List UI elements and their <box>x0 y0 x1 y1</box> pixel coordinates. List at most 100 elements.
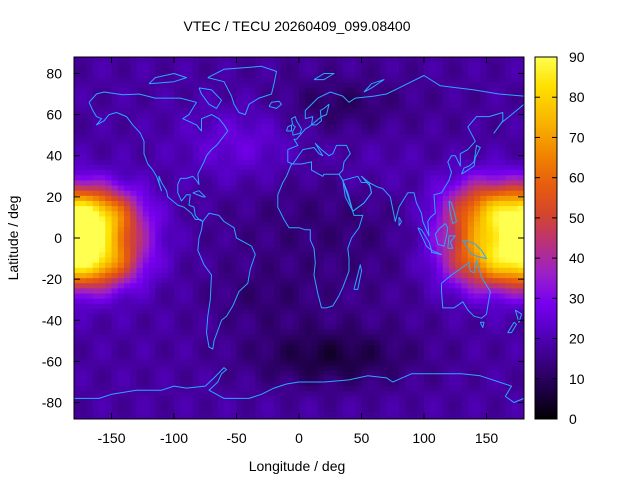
heatmap-cell <box>236 82 244 89</box>
heatmap-cell <box>199 380 206 387</box>
heatmap-cell <box>217 57 225 63</box>
heatmap-cell <box>211 108 219 115</box>
heatmap-cell <box>80 72 88 79</box>
heatmap-cell <box>142 128 150 135</box>
heatmap-cell <box>380 272 388 279</box>
heatmap-cell <box>467 180 475 187</box>
heatmap-cell <box>336 242 344 248</box>
heatmap-cell <box>336 211 344 217</box>
heatmap-cell <box>330 344 338 351</box>
heatmap-cell <box>142 386 150 392</box>
heatmap-cell <box>449 339 456 346</box>
heatmap-cell <box>155 365 163 372</box>
heatmap-cell <box>249 211 256 217</box>
heatmap-cell <box>249 87 256 94</box>
heatmap-cell <box>80 185 88 192</box>
heatmap-cell <box>142 67 150 74</box>
heatmap-cell <box>467 87 475 94</box>
heatmap-cell <box>99 200 106 207</box>
heatmap-cell <box>186 226 194 233</box>
heatmap-cell <box>186 355 194 361</box>
heatmap-cell <box>436 308 444 315</box>
heatmap-cell <box>267 288 275 295</box>
heatmap-cell <box>242 139 250 146</box>
heatmap-cell <box>80 144 88 151</box>
heatmap-cell <box>305 303 313 310</box>
heatmap-cell <box>330 180 338 187</box>
heatmap-cell <box>174 391 181 397</box>
heatmap-cell <box>449 360 456 367</box>
heatmap-cell <box>474 242 481 248</box>
heatmap-cell <box>405 98 413 104</box>
heatmap-cell <box>430 159 438 166</box>
heatmap-cell <box>324 221 331 228</box>
heatmap-cell <box>511 216 519 223</box>
heatmap-cell <box>92 360 100 367</box>
heatmap-cell <box>155 57 163 63</box>
heatmap-cell <box>74 391 81 397</box>
heatmap-cell <box>336 355 344 361</box>
heatmap-cell <box>492 185 500 192</box>
heatmap-cell <box>411 175 419 182</box>
heatmap-cell <box>311 324 319 331</box>
heatmap-cell <box>205 159 213 166</box>
heatmap-cell <box>286 128 294 135</box>
heatmap-cell <box>442 283 450 289</box>
heatmap-cell <box>224 170 231 176</box>
heatmap-cell <box>349 391 356 397</box>
heatmap-cell <box>124 123 131 130</box>
heatmap-cell <box>130 375 138 382</box>
heatmap-cell <box>349 283 356 289</box>
heatmap-cell <box>205 406 213 413</box>
heatmap-cell <box>180 185 188 192</box>
heatmap-cell <box>186 113 194 120</box>
heatmap-cell <box>511 386 519 392</box>
heatmap-cell <box>392 123 400 130</box>
heatmap-cell <box>311 72 319 79</box>
heatmap-cell <box>230 242 238 248</box>
heatmap-cell <box>99 175 106 182</box>
heatmap-cell <box>74 62 81 68</box>
heatmap-cell <box>492 211 500 217</box>
heatmap-cell <box>367 221 375 228</box>
heatmap-cell <box>511 303 519 310</box>
heatmap-cell <box>199 180 206 187</box>
heatmap-cell <box>405 185 413 192</box>
heatmap-cell <box>236 365 244 372</box>
heatmap-cell <box>230 211 238 217</box>
heatmap-cell <box>249 113 256 120</box>
heatmap-cell <box>311 139 319 146</box>
heatmap-cell <box>161 149 169 156</box>
heatmap-cell <box>161 365 169 372</box>
heatmap-cell <box>317 380 325 387</box>
heatmap-cell <box>486 175 494 182</box>
heatmap-cell <box>355 77 363 84</box>
heatmap-cell <box>474 288 481 295</box>
heatmap-cell <box>274 154 281 161</box>
heatmap-cell <box>186 67 194 74</box>
heatmap-cell <box>461 344 469 351</box>
heatmap-cell <box>486 185 494 192</box>
heatmap-cell <box>286 175 294 182</box>
heatmap-cell <box>111 221 119 228</box>
heatmap-cell <box>161 355 169 361</box>
heatmap-cell <box>192 391 200 397</box>
heatmap-cell <box>292 103 300 110</box>
heatmap-cell <box>461 293 469 300</box>
heatmap-cell <box>155 380 163 387</box>
heatmap-cell <box>430 195 438 202</box>
heatmap-cell <box>99 221 106 228</box>
heatmap-cell <box>386 303 394 310</box>
heatmap-cell <box>242 72 250 79</box>
heatmap-cell <box>311 154 319 161</box>
heatmap-cell <box>405 391 413 397</box>
heatmap-cell <box>117 216 125 223</box>
heatmap-cell <box>411 283 419 289</box>
heatmap-cell <box>386 206 394 212</box>
heatmap-cell <box>467 386 475 392</box>
heatmap-cell <box>167 375 175 382</box>
heatmap-cell <box>455 128 463 135</box>
heatmap-cell <box>417 272 425 279</box>
heatmap-cell <box>317 144 325 151</box>
heatmap-cell <box>436 257 444 264</box>
